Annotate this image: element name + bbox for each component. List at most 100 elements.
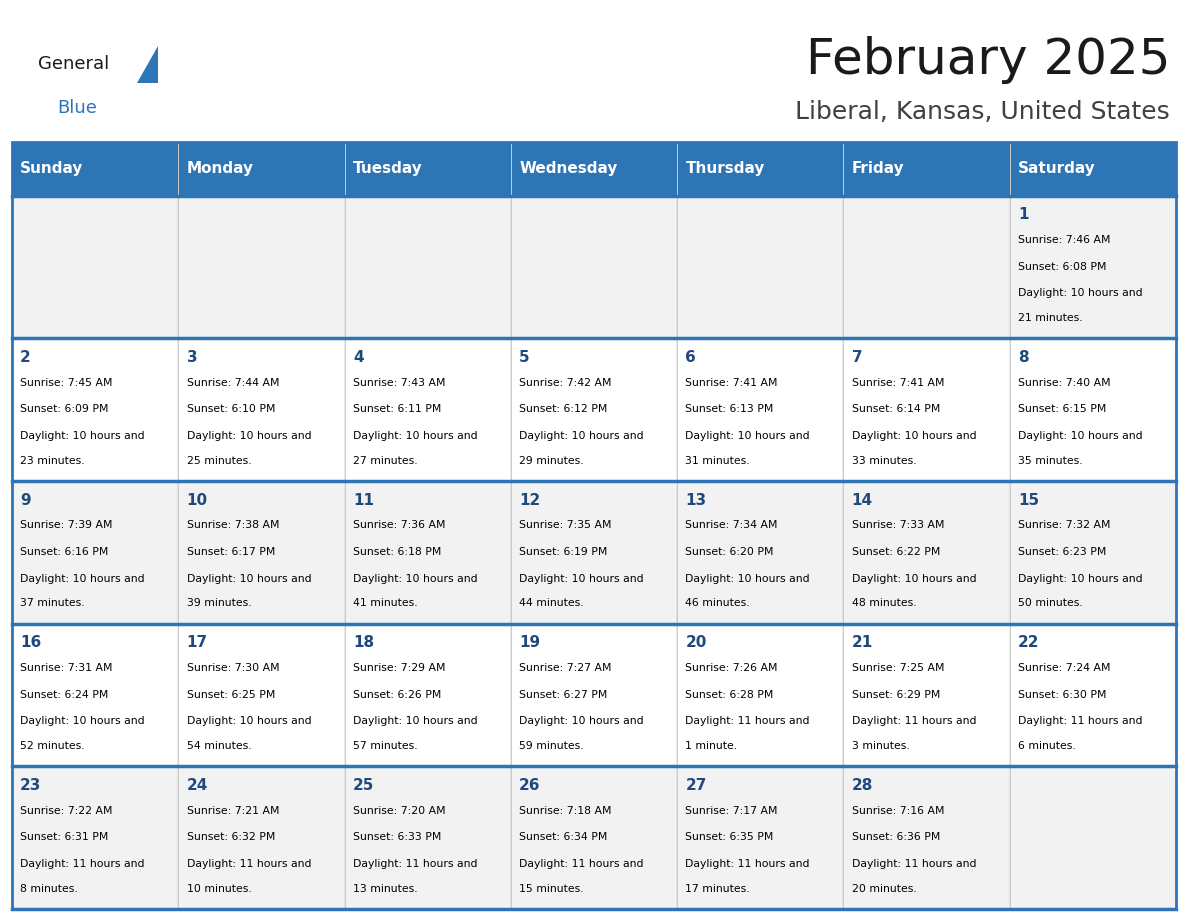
- Text: 15: 15: [1018, 493, 1040, 508]
- Text: Sunset: 6:28 PM: Sunset: 6:28 PM: [685, 689, 773, 700]
- Text: Sunset: 6:22 PM: Sunset: 6:22 PM: [852, 547, 940, 557]
- Text: Daylight: 11 hours and: Daylight: 11 hours and: [519, 859, 644, 868]
- Text: 48 minutes.: 48 minutes.: [852, 599, 916, 609]
- Text: 27: 27: [685, 778, 707, 793]
- Text: 25 minutes.: 25 minutes.: [187, 455, 251, 465]
- Text: Daylight: 11 hours and: Daylight: 11 hours and: [685, 859, 810, 868]
- Bar: [178, 142, 345, 196]
- Bar: [12, 767, 178, 909]
- Text: Sunrise: 7:38 AM: Sunrise: 7:38 AM: [187, 521, 279, 531]
- Text: Daylight: 11 hours and: Daylight: 11 hours and: [20, 859, 145, 868]
- Text: 21: 21: [852, 635, 873, 651]
- Text: Sunset: 6:17 PM: Sunset: 6:17 PM: [187, 547, 274, 557]
- Bar: [12, 196, 178, 338]
- Text: Sunset: 6:34 PM: Sunset: 6:34 PM: [519, 833, 607, 842]
- Text: 25: 25: [353, 778, 374, 793]
- Text: Friday: Friday: [852, 162, 904, 176]
- Bar: [12, 338, 178, 481]
- Bar: [677, 481, 843, 623]
- Text: Daylight: 11 hours and: Daylight: 11 hours and: [852, 716, 977, 726]
- Text: 10: 10: [187, 493, 208, 508]
- Bar: [843, 196, 1010, 338]
- Text: Thursday: Thursday: [685, 162, 765, 176]
- Text: Sunrise: 7:44 AM: Sunrise: 7:44 AM: [187, 377, 279, 387]
- Text: Sunrise: 7:20 AM: Sunrise: 7:20 AM: [353, 806, 446, 815]
- Text: 8: 8: [1018, 350, 1029, 365]
- Text: Daylight: 11 hours and: Daylight: 11 hours and: [852, 859, 977, 868]
- Text: Sunrise: 7:17 AM: Sunrise: 7:17 AM: [685, 806, 778, 815]
- Text: 16: 16: [20, 635, 42, 651]
- Bar: [511, 623, 677, 767]
- Text: 23 minutes.: 23 minutes.: [20, 455, 84, 465]
- Text: 9: 9: [20, 493, 31, 508]
- Bar: [345, 196, 511, 338]
- Bar: [677, 767, 843, 909]
- Text: Sunset: 6:09 PM: Sunset: 6:09 PM: [20, 404, 108, 414]
- Text: 11: 11: [353, 493, 374, 508]
- Bar: [1010, 338, 1176, 481]
- Bar: [1010, 481, 1176, 623]
- Text: 2: 2: [20, 350, 31, 365]
- Bar: [12, 142, 178, 196]
- Text: 46 minutes.: 46 minutes.: [685, 599, 750, 609]
- Text: 20 minutes.: 20 minutes.: [852, 884, 917, 893]
- Text: Sunrise: 7:29 AM: Sunrise: 7:29 AM: [353, 663, 446, 673]
- Text: Daylight: 10 hours and: Daylight: 10 hours and: [187, 574, 311, 584]
- Text: Sunset: 6:19 PM: Sunset: 6:19 PM: [519, 547, 607, 557]
- Text: Sunset: 6:29 PM: Sunset: 6:29 PM: [852, 689, 940, 700]
- Text: Sunrise: 7:33 AM: Sunrise: 7:33 AM: [852, 521, 944, 531]
- Text: 18: 18: [353, 635, 374, 651]
- Text: Sunday: Sunday: [20, 162, 83, 176]
- Bar: [345, 481, 511, 623]
- Text: Sunrise: 7:46 AM: Sunrise: 7:46 AM: [1018, 235, 1111, 245]
- Bar: [345, 338, 511, 481]
- Bar: [843, 481, 1010, 623]
- Bar: [1010, 196, 1176, 338]
- Text: Sunset: 6:23 PM: Sunset: 6:23 PM: [1018, 547, 1106, 557]
- Text: Daylight: 10 hours and: Daylight: 10 hours and: [187, 716, 311, 726]
- Text: Sunrise: 7:35 AM: Sunrise: 7:35 AM: [519, 521, 612, 531]
- Text: Daylight: 10 hours and: Daylight: 10 hours and: [187, 431, 311, 441]
- Bar: [677, 142, 843, 196]
- Text: 39 minutes.: 39 minutes.: [187, 599, 251, 609]
- Text: Sunrise: 7:32 AM: Sunrise: 7:32 AM: [1018, 521, 1111, 531]
- Bar: [345, 623, 511, 767]
- Text: Daylight: 10 hours and: Daylight: 10 hours and: [519, 431, 644, 441]
- Text: Sunset: 6:36 PM: Sunset: 6:36 PM: [852, 833, 940, 842]
- Text: 27 minutes.: 27 minutes.: [353, 455, 417, 465]
- Text: Monday: Monday: [187, 162, 253, 176]
- Text: 54 minutes.: 54 minutes.: [187, 741, 251, 751]
- Text: 44 minutes.: 44 minutes.: [519, 599, 583, 609]
- Text: Sunrise: 7:30 AM: Sunrise: 7:30 AM: [187, 663, 279, 673]
- Text: 35 minutes.: 35 minutes.: [1018, 455, 1082, 465]
- Text: 29 minutes.: 29 minutes.: [519, 455, 583, 465]
- Text: Sunset: 6:32 PM: Sunset: 6:32 PM: [187, 833, 274, 842]
- Text: 33 minutes.: 33 minutes.: [852, 455, 916, 465]
- Text: Daylight: 11 hours and: Daylight: 11 hours and: [353, 859, 478, 868]
- Text: Sunrise: 7:22 AM: Sunrise: 7:22 AM: [20, 806, 113, 815]
- Text: Sunrise: 7:39 AM: Sunrise: 7:39 AM: [20, 521, 113, 531]
- Text: 6 minutes.: 6 minutes.: [1018, 741, 1076, 751]
- Bar: [843, 338, 1010, 481]
- Text: Sunrise: 7:26 AM: Sunrise: 7:26 AM: [685, 663, 778, 673]
- Text: Saturday: Saturday: [1018, 162, 1095, 176]
- Text: 4: 4: [353, 350, 364, 365]
- Text: Sunrise: 7:41 AM: Sunrise: 7:41 AM: [685, 377, 778, 387]
- Bar: [511, 196, 677, 338]
- Text: Sunset: 6:25 PM: Sunset: 6:25 PM: [187, 689, 274, 700]
- Text: 22: 22: [1018, 635, 1040, 651]
- Bar: [1010, 623, 1176, 767]
- Text: General: General: [38, 55, 109, 73]
- Bar: [677, 196, 843, 338]
- Bar: [843, 767, 1010, 909]
- Text: Sunset: 6:16 PM: Sunset: 6:16 PM: [20, 547, 108, 557]
- Bar: [345, 142, 511, 196]
- Text: 1 minute.: 1 minute.: [685, 741, 738, 751]
- Text: Blue: Blue: [57, 99, 97, 118]
- Text: 7: 7: [852, 350, 862, 365]
- Text: 57 minutes.: 57 minutes.: [353, 741, 417, 751]
- Text: Daylight: 10 hours and: Daylight: 10 hours and: [519, 716, 644, 726]
- Text: 8 minutes.: 8 minutes.: [20, 884, 78, 893]
- Text: 3: 3: [187, 350, 197, 365]
- Text: 13: 13: [685, 493, 707, 508]
